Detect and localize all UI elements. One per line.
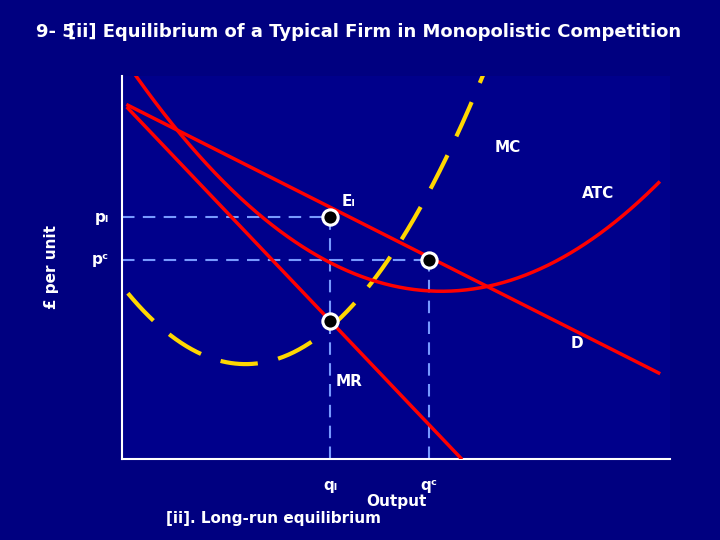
Text: ATC: ATC bbox=[582, 186, 614, 201]
Text: 9- 5: 9- 5 bbox=[36, 23, 75, 42]
Text: [ii]. Long-run equilibrium: [ii]. Long-run equilibrium bbox=[166, 511, 381, 526]
Text: [ii] Equilibrium of a Typical Firm in Monopolistic Competition: [ii] Equilibrium of a Typical Firm in Mo… bbox=[68, 23, 681, 42]
Text: Eₗ: Eₗ bbox=[341, 194, 355, 209]
Text: £ per unit: £ per unit bbox=[44, 225, 59, 309]
Text: qᶜ: qᶜ bbox=[420, 478, 437, 493]
Text: Output: Output bbox=[366, 494, 426, 509]
Text: MR: MR bbox=[336, 374, 363, 389]
Text: MC: MC bbox=[495, 140, 521, 156]
Text: pₗ: pₗ bbox=[94, 210, 109, 225]
Text: D: D bbox=[571, 336, 584, 351]
Text: pᶜ: pᶜ bbox=[91, 252, 109, 267]
Text: qₗ: qₗ bbox=[323, 478, 338, 493]
